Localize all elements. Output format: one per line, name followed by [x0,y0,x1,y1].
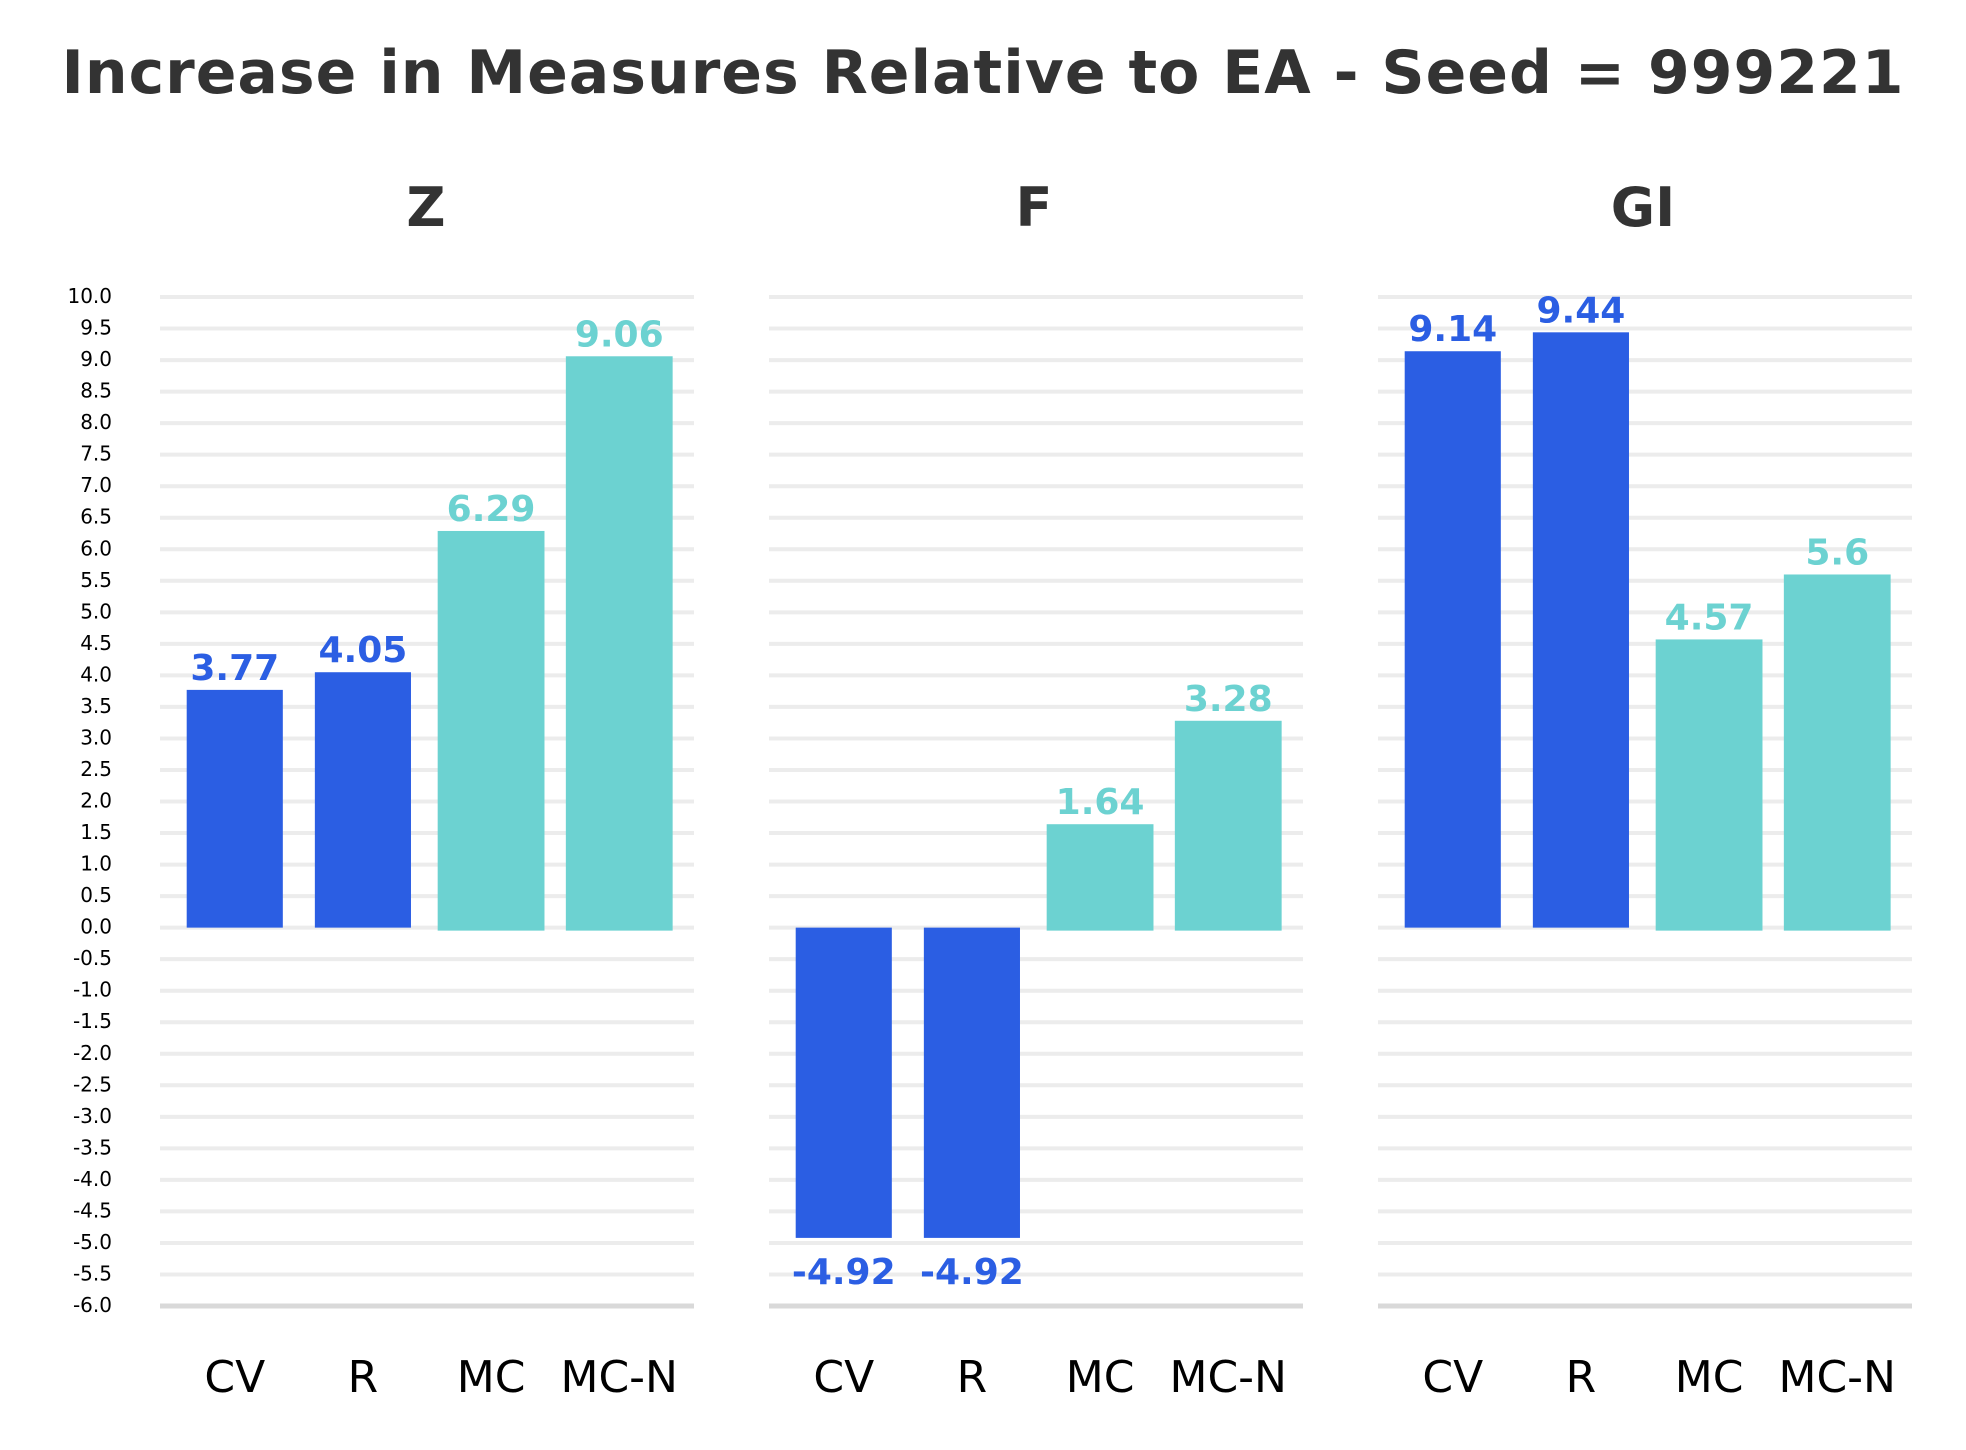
y-tick-label: 3.5 [80,694,112,718]
value-label: 9.14 [1408,309,1497,350]
bar-gi-mc [1655,639,1763,931]
bar-gi-r [1532,332,1629,928]
x-tick-label: MC-N [560,1352,677,1403]
y-tick-label: 3.0 [80,725,112,749]
y-tick-label: 5.5 [80,568,112,592]
value-label: 1.64 [1056,782,1145,823]
y-tick-label: 9.5 [80,316,112,340]
y-tick-label: 5.0 [80,599,112,623]
y-tick-label: 0.0 [80,915,112,939]
value-label: 9.44 [1537,290,1626,331]
y-tick-label: 9.0 [80,347,112,371]
value-label: 9.06 [575,314,664,355]
y-tick-label: 4.0 [80,662,112,686]
value-label: 6.29 [447,489,536,530]
y-tick-label: -4.5 [73,1198,112,1222]
y-tick-label: -1.5 [73,1009,112,1033]
x-tick-label: CV [813,1352,874,1403]
bar-z-cv [186,689,283,928]
y-tick-label: 8.5 [80,379,112,403]
x-tick-label: MC-N [1778,1352,1895,1403]
value-label: -4.92 [792,1252,896,1293]
value-label: -4.92 [920,1252,1024,1293]
y-tick-label: -3.0 [73,1104,112,1128]
y-tick-label: -2.0 [73,1041,112,1065]
x-tick-label: CV [1422,1352,1483,1403]
x-tick-label: R [957,1352,988,1403]
value-label: 5.6 [1805,532,1869,573]
bar-f-mc [1046,824,1154,931]
value-label: 4.05 [319,630,408,671]
x-tick-label: MC-N [1169,1352,1286,1403]
value-label: 4.57 [1665,597,1754,638]
y-tick-label: -3.5 [73,1135,112,1159]
panel-title-z: Z [406,176,445,239]
y-tick-label: -0.5 [73,946,112,970]
bar-gi-mc-n [1783,574,1891,931]
y-tick-label: 2.0 [80,789,112,813]
y-tick-label: 1.0 [80,852,112,876]
y-tick-label: 6.5 [80,505,112,529]
y-tick-label: 7.5 [80,442,112,466]
value-label: 3.77 [190,648,279,689]
chart-title: Increase in Measures Relative to EA - Se… [61,38,1905,108]
y-tick-label: -6.0 [73,1293,112,1317]
y-tick-label: -5.5 [73,1261,112,1285]
y-tick-label: -2.5 [73,1072,112,1096]
value-label: 3.28 [1184,679,1273,720]
x-tick-label: R [1566,1352,1597,1403]
y-tick-label: 10.0 [67,284,112,308]
panel-title-f: F [1016,176,1053,239]
y-tick-label: -1.0 [73,978,112,1002]
bar-gi-cv [1404,351,1501,928]
x-tick-label: CV [204,1352,265,1403]
y-tick-label: 4.5 [80,631,112,655]
y-tick-label: 2.5 [80,757,112,781]
y-tick-label: -4.0 [73,1167,112,1191]
x-tick-label: MC [1066,1352,1135,1403]
bar-f-r [923,927,1020,1238]
panel-title-gi: GI [1611,176,1675,239]
y-tick-label: 0.5 [80,883,112,907]
y-tick-label: -5.0 [73,1230,112,1254]
bar-f-cv [795,927,892,1238]
x-tick-label: R [348,1352,379,1403]
bar-z-mc [437,530,545,931]
bar-z-r [314,672,411,928]
y-tick-label: 7.0 [80,473,112,497]
y-tick-label: 8.0 [80,410,112,434]
bar-f-mc-n [1174,720,1282,931]
x-tick-label: MC [1675,1352,1744,1403]
y-tick-label: 1.5 [80,820,112,844]
y-tick-label: 6.0 [80,536,112,560]
x-tick-label: MC [457,1352,526,1403]
bar-z-mc-n [565,356,673,931]
